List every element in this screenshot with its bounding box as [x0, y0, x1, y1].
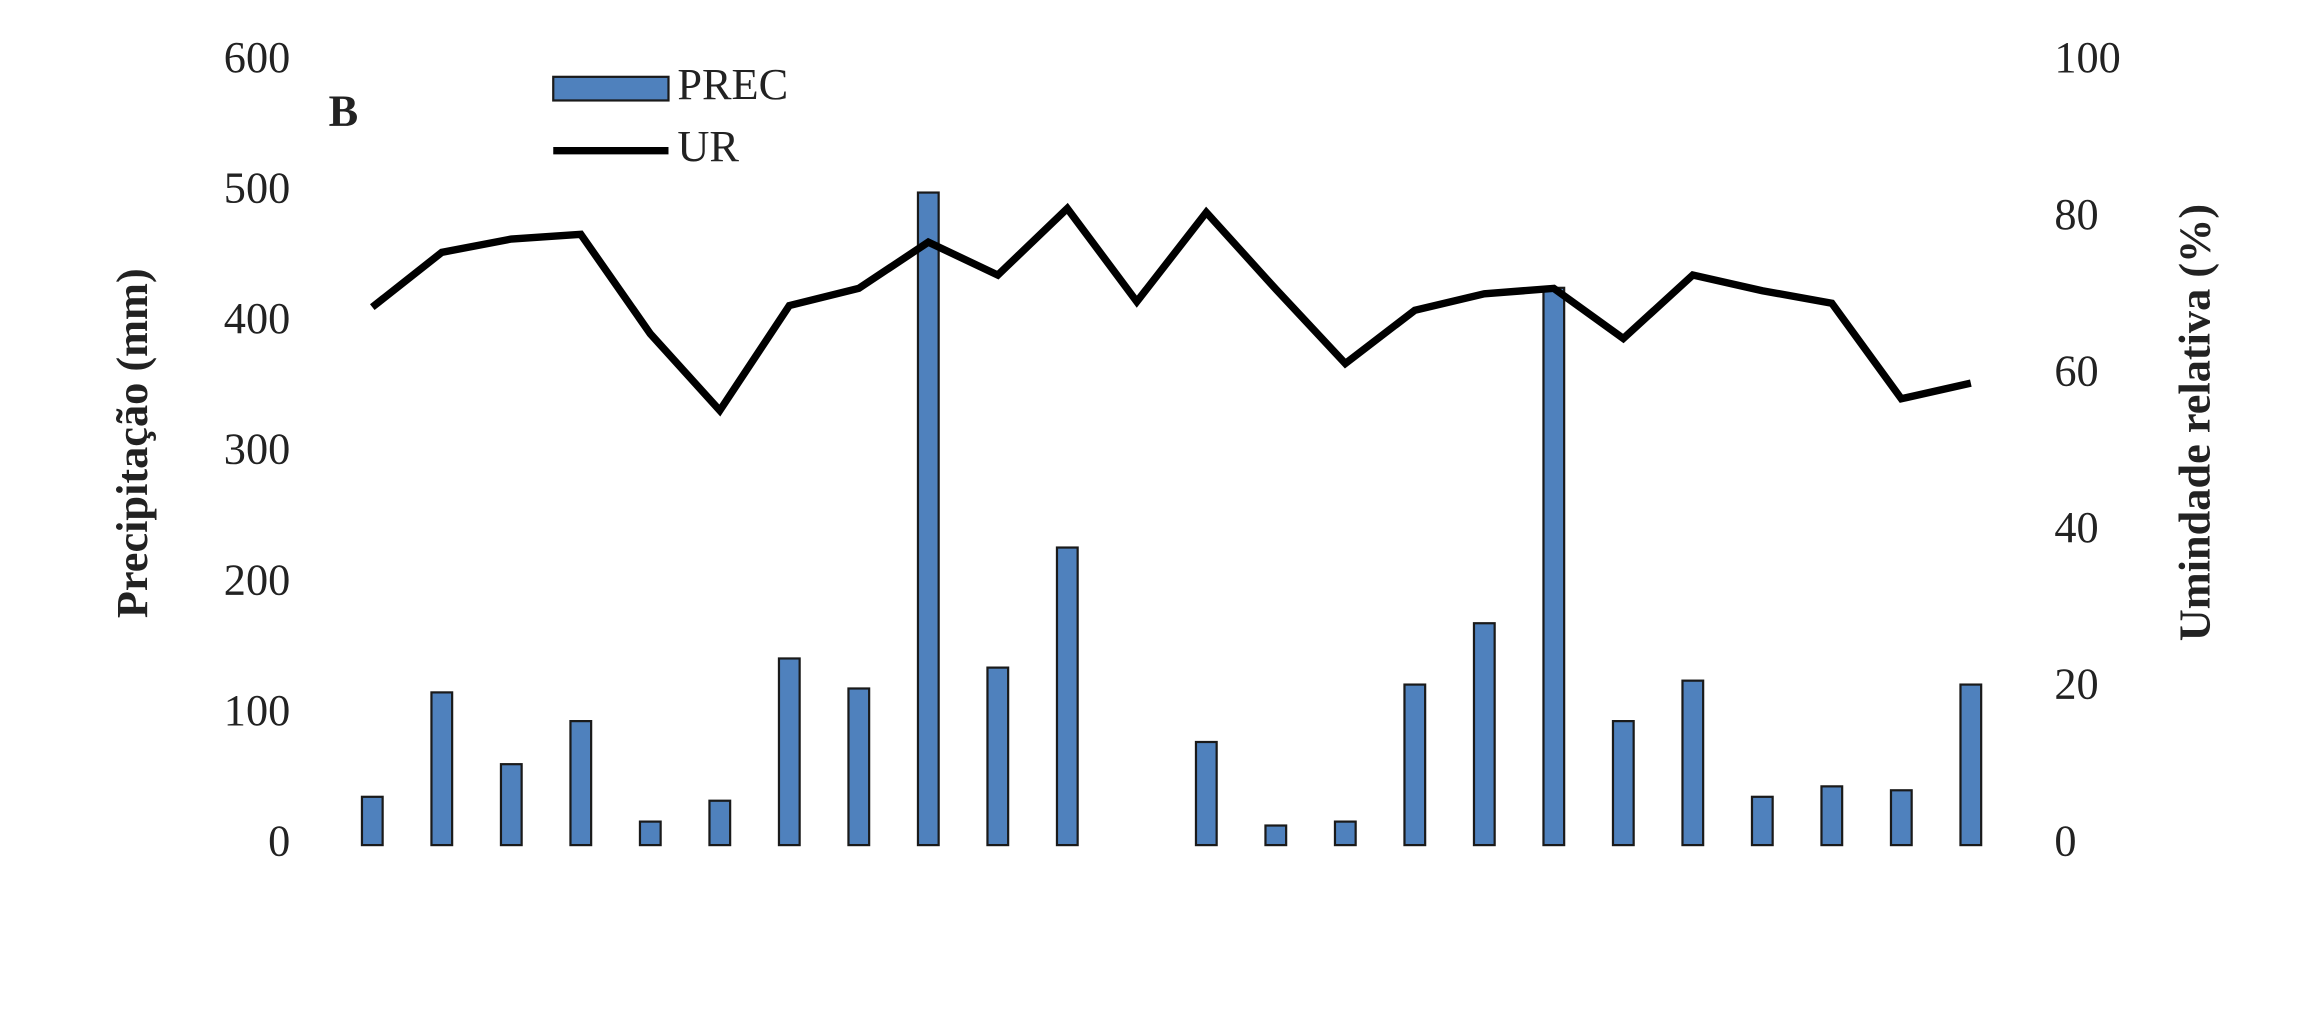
bar — [1889, 789, 1913, 847]
bar — [777, 657, 801, 847]
bar — [916, 191, 940, 847]
legend-label: PREC — [677, 60, 788, 109]
bar — [360, 795, 384, 847]
y-tick-label: 600 — [224, 33, 290, 82]
y-tick-label: 200 — [224, 555, 290, 604]
y-tick-label: 100 — [224, 686, 290, 735]
bar — [1403, 683, 1427, 847]
y2-tick-label: 40 — [2054, 503, 2098, 552]
bar — [1959, 683, 1983, 847]
y2-tick-label: 20 — [2054, 660, 2098, 709]
bar — [1472, 622, 1496, 847]
bar — [1681, 679, 1705, 847]
bar — [847, 687, 871, 847]
bar — [1264, 824, 1288, 847]
bar — [1055, 546, 1079, 847]
line — [370, 202, 1972, 417]
bar — [499, 763, 523, 847]
bar — [1820, 785, 1844, 847]
y-tick-label: 0 — [268, 816, 290, 865]
bar — [708, 799, 732, 847]
bar — [1611, 720, 1635, 847]
panel-label: B — [329, 86, 359, 135]
bar — [1542, 286, 1566, 847]
bar — [638, 820, 662, 847]
bar — [430, 691, 454, 847]
y2-axis-title: Umindade relativa (%) — [2170, 204, 2219, 641]
y-tick-label: 400 — [224, 294, 290, 343]
y2-tick-label: 60 — [2054, 346, 2098, 395]
y-tick-label: 500 — [224, 164, 290, 213]
bar — [1333, 820, 1357, 847]
bar — [1750, 795, 1774, 847]
y2-tick-label: 100 — [2054, 33, 2120, 82]
y-axis-title: Precipitação (mm) — [108, 268, 157, 618]
y2-tick-label: 80 — [2054, 190, 2098, 239]
legend-swatch — [552, 75, 670, 102]
bar — [1194, 740, 1218, 847]
y2-tick-label: 0 — [2054, 816, 2076, 865]
legend-label: UR — [677, 122, 739, 171]
bar — [986, 666, 1010, 847]
bar — [569, 720, 593, 847]
y-tick-label: 300 — [224, 425, 290, 474]
